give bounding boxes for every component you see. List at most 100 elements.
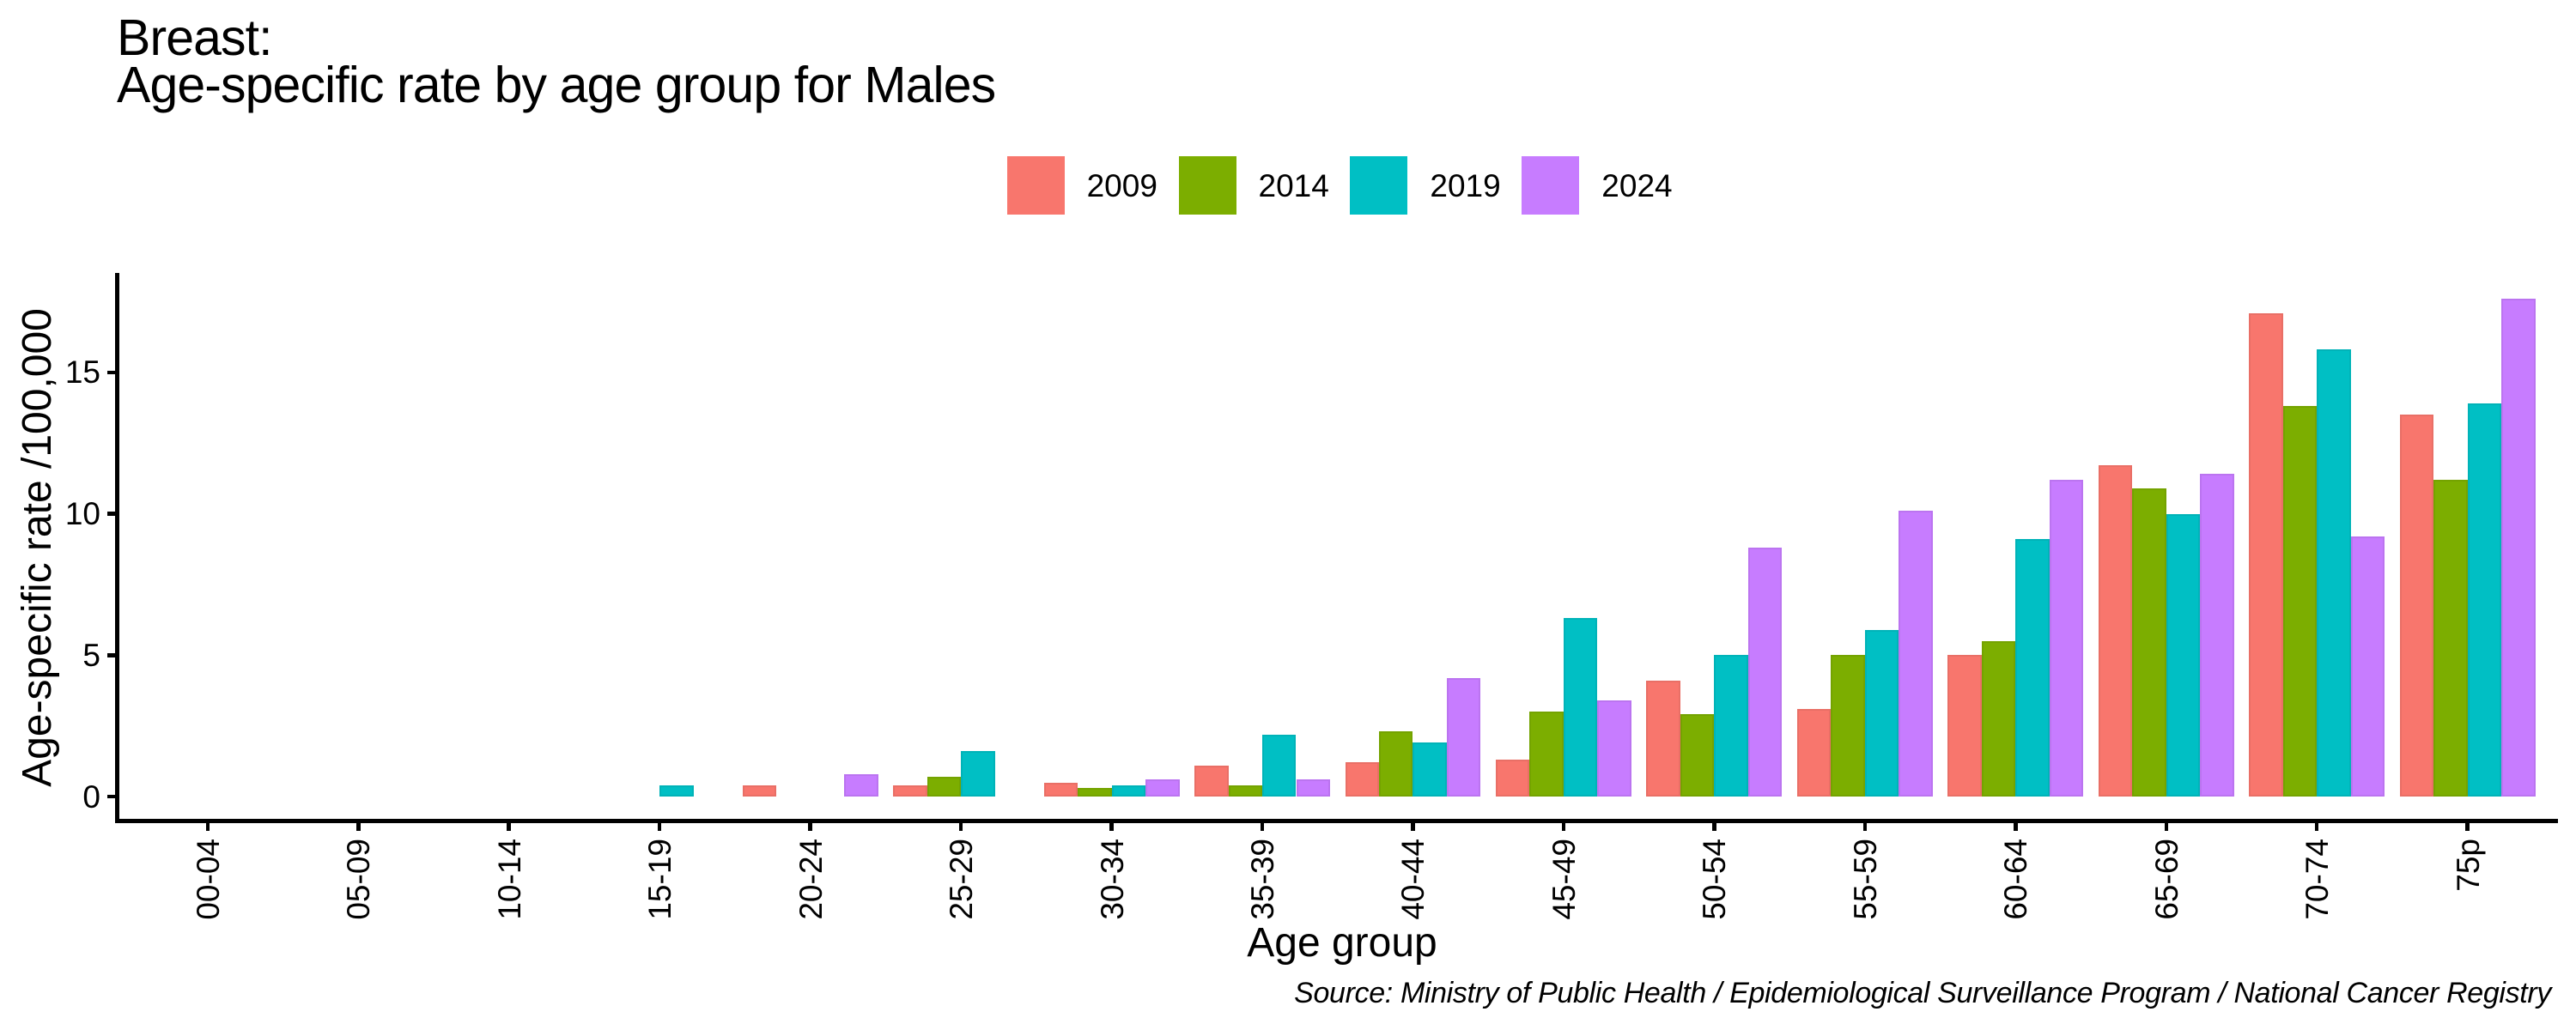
x-tick (356, 822, 361, 832)
legend-swatch-2014 (1178, 156, 1236, 215)
x-tick (205, 822, 210, 832)
bar-35-39-2024 (1296, 779, 1330, 797)
y-tick (106, 794, 116, 799)
x-tick-label-25-29: 25-29 (944, 839, 980, 920)
x-tick (1260, 822, 1265, 832)
x-tick (2164, 822, 2169, 832)
bar-55-59-2009 (1796, 708, 1832, 797)
legend-label-2024: 2024 (1601, 167, 1673, 203)
x-tick-label-70-74: 70-74 (2300, 839, 2336, 920)
bar-40-44-2024 (1446, 677, 1481, 797)
bar-35-39-2014 (1228, 785, 1262, 797)
bar-25-29-2014 (927, 776, 962, 797)
bar-30-34-2024 (1145, 779, 1180, 797)
legend-swatch-2019 (1350, 156, 1408, 215)
y-axis-line (115, 273, 119, 823)
bar-60-64-2014 (1981, 640, 2016, 797)
bar-25-29-2019 (961, 751, 995, 797)
bar-50-54-2009 (1646, 680, 1680, 797)
chart-title-line1: Breast: (117, 9, 273, 66)
x-tick-label-60-64: 60-64 (1998, 839, 2034, 920)
legend-label-2009: 2009 (1086, 167, 1157, 203)
x-tick-label-10-14: 10-14 (491, 839, 527, 920)
bar-75p-2014 (2433, 479, 2468, 797)
bar-45-49-2019 (1563, 618, 1598, 797)
bar-75p-2019 (2467, 403, 2502, 797)
x-tick-label-40-44: 40-44 (1395, 839, 1431, 920)
bar-65-69-2019 (2166, 513, 2201, 797)
bar-65-69-2014 (2132, 488, 2166, 797)
x-tick-label-55-59: 55-59 (1847, 839, 1883, 920)
x-tick-label-00-04: 00-04 (190, 839, 226, 920)
bar-35-39-2009 (1194, 765, 1229, 797)
x-tick-label-20-24: 20-24 (793, 839, 829, 920)
y-tick (106, 370, 116, 374)
bar-45-49-2009 (1495, 760, 1530, 797)
bar-30-34-2009 (1043, 782, 1078, 797)
legend-label-2019: 2019 (1430, 167, 1501, 203)
bar-40-44-2019 (1413, 742, 1447, 797)
x-tick (1109, 822, 1114, 832)
legend-label-2014: 2014 (1258, 167, 1329, 203)
x-tick (1712, 822, 1716, 832)
x-tick-label-65-69: 65-69 (2148, 839, 2184, 920)
bar-40-44-2014 (1379, 731, 1413, 797)
bar-45-49-2024 (1597, 700, 1631, 797)
bar-35-39-2019 (1262, 734, 1297, 797)
bar-75p-2009 (2399, 415, 2434, 797)
bar-55-59-2014 (1831, 655, 1865, 797)
bar-60-64-2024 (2049, 479, 2084, 797)
bar-20-24-2024 (844, 773, 878, 797)
bar-70-74-2009 (2249, 312, 2283, 797)
bar-30-34-2014 (1078, 788, 1112, 797)
x-tick (958, 822, 963, 832)
bar-50-54-2019 (1714, 655, 1748, 797)
bar-60-64-2019 (2015, 539, 2050, 797)
legend-swatch-2009 (1006, 156, 1065, 215)
bar-70-74-2019 (2317, 349, 2351, 797)
x-tick-label-45-49: 45-49 (1546, 839, 1582, 920)
x-tick (2314, 822, 2319, 832)
x-tick (808, 822, 812, 832)
x-tick (1411, 822, 1415, 832)
x-tick (657, 822, 662, 832)
x-tick-label-30-34: 30-34 (1094, 839, 1130, 920)
x-tick-label-75p: 75p (2450, 839, 2486, 892)
bar-30-34-2019 (1111, 785, 1146, 797)
x-tick-label-35-39: 35-39 (1245, 839, 1281, 920)
y-tick-label: 0 (82, 779, 100, 815)
bar-40-44-2009 (1345, 762, 1379, 797)
source-note: Source: Ministry of Public Health / Epid… (1294, 977, 2551, 1009)
bar-45-49-2014 (1529, 712, 1564, 797)
y-tick-label: 10 (64, 496, 100, 531)
bar-70-74-2014 (2282, 406, 2318, 797)
y-tick-label: 15 (64, 354, 100, 391)
bar-15-19-2019 (659, 785, 694, 797)
bar-60-64-2009 (1947, 655, 1982, 797)
bar-50-54-2014 (1680, 714, 1715, 797)
y-tick (106, 653, 116, 657)
x-tick-label-15-19: 15-19 (642, 839, 678, 920)
x-axis-line (115, 819, 2558, 823)
x-axis-title: Age group (1247, 920, 1437, 966)
bar-75p-2024 (2501, 299, 2536, 797)
bar-55-59-2024 (1899, 511, 1933, 797)
bar-70-74-2024 (2350, 536, 2385, 797)
bar-65-69-2009 (2098, 465, 2133, 797)
x-tick (1862, 822, 1868, 832)
x-tick-label-50-54: 50-54 (1697, 839, 1733, 920)
bar-55-59-2019 (1864, 629, 1899, 797)
bar-20-24-2009 (742, 785, 777, 797)
y-tick (106, 512, 116, 516)
bar-50-54-2024 (1747, 548, 1783, 797)
x-tick (507, 822, 511, 832)
x-tick (2465, 822, 2470, 832)
bar-65-69-2024 (2200, 474, 2234, 797)
x-tick (2014, 822, 2018, 832)
y-axis-title: Age-specific rate /100,000 (15, 308, 60, 787)
bar-25-29-2009 (893, 785, 927, 797)
y-tick-label: 5 (82, 637, 100, 673)
x-tick-label-05-09: 05-09 (341, 839, 377, 920)
x-tick (1561, 822, 1566, 832)
